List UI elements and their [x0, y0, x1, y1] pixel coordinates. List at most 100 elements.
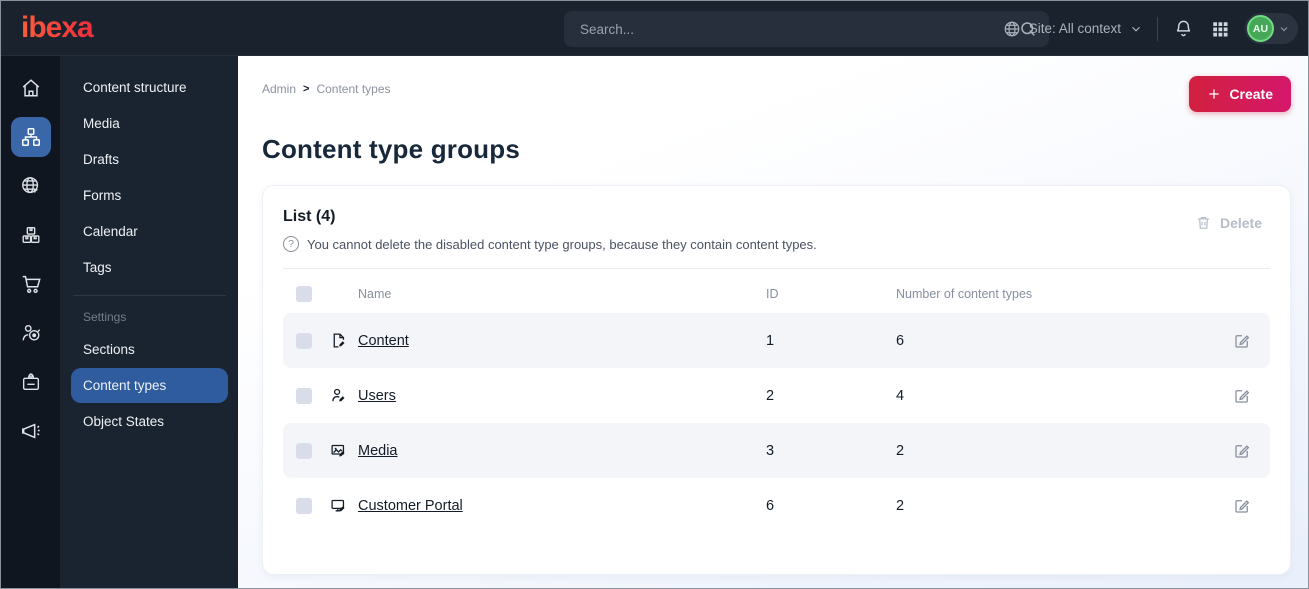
- nav-products[interactable]: [11, 215, 51, 255]
- nav-marketing[interactable]: [11, 411, 51, 451]
- table-row: Content 1 6: [283, 313, 1270, 368]
- nav-dashboard[interactable]: [11, 68, 51, 108]
- list-hint-text: You cannot delete the disabled content t…: [307, 236, 817, 252]
- group-id: 3: [766, 442, 775, 459]
- table-header: Name ID Number of content types: [283, 275, 1270, 313]
- main-content: Admin > Content types Create Content typ…: [238, 56, 1308, 588]
- group-id: 2: [766, 387, 775, 404]
- edit-button[interactable]: [1227, 385, 1257, 407]
- search-icon[interactable]: [1019, 20, 1037, 38]
- site-context-selector[interactable]: Site: All context: [1003, 20, 1143, 38]
- nav-site[interactable]: [11, 166, 51, 206]
- topbar: ibexa Site: All context: [1, 1, 1308, 56]
- group-id: 1: [766, 332, 775, 349]
- sidebar-item-sections[interactable]: Sections: [83, 342, 135, 357]
- help-icon: ?: [283, 236, 299, 252]
- content-group-icon: [330, 332, 358, 349]
- trash-icon: [1195, 214, 1212, 231]
- content-type-groups-card: List (4) ? You cannot delete the disable…: [262, 185, 1291, 575]
- globe-icon: [1003, 20, 1021, 38]
- card-divider: [283, 268, 1270, 269]
- edit-icon: [1233, 387, 1251, 405]
- sidebar-item-object-states[interactable]: Object States: [83, 414, 165, 429]
- group-link[interactable]: Users: [358, 387, 396, 404]
- row-checkbox[interactable]: [296, 387, 312, 404]
- sidebar-item-tags[interactable]: Tags: [83, 260, 112, 275]
- topbar-right: Site: All context AU: [1003, 1, 1298, 56]
- column-header-id: ID: [766, 287, 779, 301]
- portal-group-icon: [330, 497, 358, 514]
- app-grid-icon: [1211, 20, 1229, 38]
- sidebar-item-forms[interactable]: Forms: [83, 188, 122, 203]
- ibexa-logo[interactable]: ibexa: [1, 11, 238, 45]
- breadcrumb: Admin > Content types: [262, 76, 391, 96]
- megaphone-icon: [20, 420, 42, 442]
- group-count: 6: [896, 332, 905, 349]
- group-link[interactable]: Media: [358, 442, 398, 459]
- breadcrumb-admin[interactable]: Admin: [262, 82, 297, 96]
- edit-button[interactable]: [1227, 440, 1257, 462]
- sidebar-menu: Content structure Media Drafts Forms Cal…: [61, 56, 238, 588]
- nav-content[interactable]: [10, 117, 51, 157]
- chevron-down-icon: [1278, 23, 1290, 35]
- user-menu[interactable]: AU: [1245, 13, 1298, 44]
- sidebar-item-content-types[interactable]: Content types: [71, 368, 228, 403]
- row-checkbox[interactable]: [296, 497, 312, 514]
- breadcrumb-content-types[interactable]: Content types: [316, 82, 391, 96]
- nav-commerce[interactable]: [11, 264, 51, 304]
- group-count: 2: [896, 497, 905, 514]
- column-header-count: Number of content types: [896, 287, 1033, 301]
- chevron-down-icon: [1129, 22, 1143, 36]
- group-id: 6: [766, 497, 775, 514]
- bell-icon: [1174, 19, 1193, 38]
- create-button-label: Create: [1229, 86, 1273, 102]
- cart-icon: [20, 273, 42, 295]
- sidebar-item-content-structure[interactable]: Content structure: [83, 80, 187, 95]
- delete-button[interactable]: Delete: [1187, 208, 1270, 237]
- row-checkbox[interactable]: [296, 442, 312, 459]
- site-icon: [20, 175, 42, 197]
- site-context-label: Site: All context: [1028, 21, 1121, 36]
- column-header-name: Name: [358, 287, 392, 301]
- edit-button[interactable]: [1227, 495, 1257, 517]
- group-link[interactable]: Content: [358, 332, 409, 349]
- topbar-divider: [1157, 16, 1158, 41]
- group-count: 4: [896, 387, 905, 404]
- users-group-icon: [330, 387, 358, 404]
- app-switcher-button[interactable]: [1209, 18, 1231, 40]
- badge-icon: [20, 371, 42, 393]
- sidebar-divider: [73, 295, 226, 296]
- list-hint: ? You cannot delete the disabled content…: [283, 236, 817, 252]
- delete-button-label: Delete: [1219, 214, 1262, 231]
- global-search[interactable]: [564, 11, 1049, 47]
- icon-rail: [1, 56, 61, 588]
- home-icon: [20, 77, 42, 99]
- breadcrumb-separator: >: [303, 83, 310, 95]
- sidebar-item-calendar[interactable]: Calendar: [83, 224, 138, 239]
- select-all-checkbox[interactable]: [296, 286, 312, 302]
- create-button[interactable]: Create: [1189, 76, 1291, 112]
- group-link[interactable]: Customer Portal: [358, 497, 463, 514]
- table-row: Customer Portal 6 2: [283, 478, 1270, 533]
- edit-icon: [1233, 442, 1251, 460]
- nav-admin[interactable]: [11, 362, 51, 402]
- list-title: List (4): [283, 208, 336, 225]
- edit-icon: [1233, 332, 1251, 350]
- notifications-button[interactable]: [1172, 17, 1195, 40]
- edit-button[interactable]: [1227, 330, 1257, 352]
- sidebar-item-media[interactable]: Media: [83, 116, 120, 131]
- edit-icon: [1233, 497, 1251, 515]
- row-checkbox[interactable]: [296, 332, 312, 349]
- table-row: Media 3 2: [283, 423, 1270, 478]
- sidebar-item-drafts[interactable]: Drafts: [83, 152, 120, 167]
- search-input[interactable]: [580, 21, 1019, 37]
- avatar: AU: [1247, 15, 1274, 42]
- personalization-icon: [20, 322, 42, 344]
- content-structure-icon: [20, 126, 42, 148]
- table-row: Users 2 4: [283, 368, 1270, 423]
- nav-personalization[interactable]: [11, 313, 51, 353]
- plus-icon: [1207, 87, 1221, 101]
- media-group-icon: [330, 442, 358, 459]
- products-icon: [20, 224, 42, 246]
